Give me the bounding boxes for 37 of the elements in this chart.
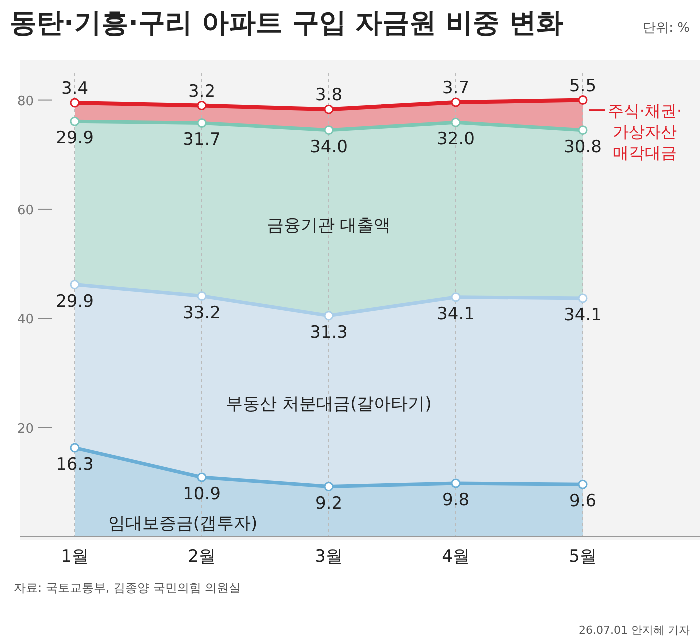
- x-tick-label: 3월: [315, 547, 343, 567]
- data-label: 10.9: [183, 484, 221, 504]
- data-label: 34.1: [437, 304, 475, 324]
- data-label: 3.8: [315, 86, 343, 106]
- data-label: 34.0: [310, 137, 348, 158]
- x-tick-label: 4월: [442, 547, 470, 567]
- data-label: 5.5: [569, 76, 597, 96]
- data-label: 29.9: [56, 128, 94, 149]
- x-tick-label: 5월: [569, 547, 597, 567]
- chart-title: 동탄·기흥·구리 아파트 구입 자금원 비중 변화: [10, 8, 564, 39]
- y-tick-label: 80: [17, 94, 34, 110]
- data-label: 3.7: [442, 78, 470, 98]
- y-tick-label: 40: [17, 312, 34, 328]
- data-label: 31.3: [310, 322, 348, 343]
- series-label: 부동산 처분대금(갈아타기): [226, 394, 432, 414]
- data-label: 9.6: [569, 492, 597, 512]
- y-tick-label: 20: [17, 422, 34, 437]
- data-label: 9.8: [442, 490, 470, 511]
- data-label: 31.7: [183, 130, 221, 150]
- x-tick-label: 2월: [188, 547, 216, 567]
- text: 단위: %: [643, 21, 690, 36]
- data-label: 16.3: [56, 455, 94, 476]
- x-tick-label: 1월: [61, 547, 89, 567]
- text: 자료: 국토교통부, 김종양 국민의힘 의원실: [14, 581, 242, 595]
- data-label: 29.9: [56, 292, 94, 312]
- data-label: 33.2: [183, 303, 221, 324]
- data-label: 3.2: [188, 82, 216, 102]
- series-label: 주식·채권·가상자산 매각대금: [608, 101, 682, 162]
- series-label: 임대보증금(갭투자): [108, 514, 258, 534]
- y-tick-label: 60: [17, 203, 34, 218]
- series-label: 금융기관 대출액: [266, 216, 392, 236]
- text: 26.07.01 안지혜 기자: [579, 624, 690, 637]
- data-label: 9.2: [315, 494, 343, 514]
- data-label: 3.4: [61, 79, 89, 100]
- data-label: 34.1: [564, 305, 602, 326]
- data-label: 32.0: [437, 130, 475, 150]
- data-label: 30.8: [564, 137, 602, 158]
